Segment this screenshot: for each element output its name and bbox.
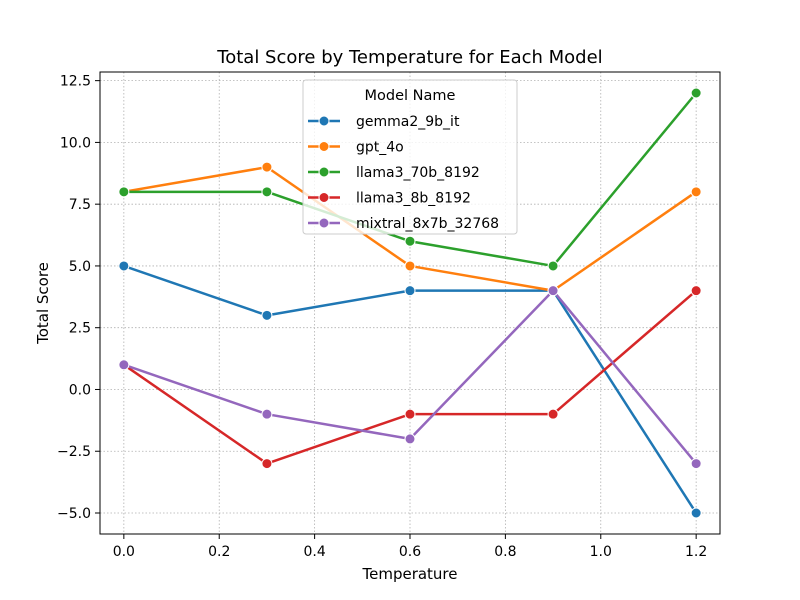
x-tick-label: 0.8 (494, 544, 516, 560)
x-tick-label: 0.0 (113, 544, 135, 560)
data-point (261, 408, 273, 420)
data-point (690, 285, 702, 297)
axis-ticks: 0.0 0.2 0.4 0.6 0.8 1.0 1.2 −5.0 −2.5 0.0 2.5 5.0 7.… (57, 74, 707, 560)
y-axis-label: Total Score (34, 262, 52, 345)
data-point (404, 235, 416, 247)
data-point (547, 408, 559, 420)
legend-label: gpt_4o (356, 140, 404, 156)
series-llama3_8b_8192 (118, 285, 702, 470)
y-tick-label: 10.0 (60, 135, 91, 151)
data-point (690, 507, 702, 519)
legend-item-llama3_70b_8192: llama3_70b_8192 (308, 165, 480, 181)
data-point (261, 186, 273, 198)
data-point (404, 260, 416, 272)
data-point (690, 87, 702, 99)
legend-marker (318, 115, 330, 127)
chart-title: Total Score by Temperature for Each Mode… (216, 47, 602, 68)
legend-item-gpt_4o: gpt_4o (308, 140, 404, 156)
plot-frame (99, 71, 721, 535)
series-gemma2_9b_it (118, 260, 702, 519)
data-point (118, 359, 130, 371)
y-tick-label: −5.0 (57, 506, 91, 522)
data-point (404, 285, 416, 297)
x-tick-label: 0.2 (208, 544, 230, 560)
y-tick-label: 7.5 (69, 197, 91, 213)
data-point (547, 285, 559, 297)
legend-marker (318, 192, 330, 203)
x-tick-label: 0.6 (399, 544, 421, 560)
legend-label: llama3_70b_8192 (356, 165, 480, 181)
series-group (118, 87, 702, 519)
data-point (261, 161, 273, 173)
data-point (118, 186, 130, 198)
data-point (404, 433, 416, 445)
data-point (261, 458, 273, 470)
legend-label: mixtral_8x7b_32768 (356, 216, 499, 232)
data-point (690, 458, 702, 470)
legend-title: Model Name (365, 88, 456, 104)
data-point (690, 186, 702, 198)
y-tick-label: 2.5 (69, 321, 91, 337)
y-tick-label: −2.5 (57, 444, 91, 460)
legend-box (302, 79, 518, 235)
y-tick-label: 0.0 (69, 382, 91, 398)
legend: Model Name gemma2_9b_it gpt_4o llama3_70b_8… (302, 79, 518, 235)
legend-item-mixtral_8x7b_32768: mixtral_8x7b_32768 (308, 216, 499, 232)
data-point (261, 309, 273, 321)
y-tick-label: 5.0 (69, 259, 91, 275)
legend-label: gemma2_9b_it (356, 114, 460, 130)
legend-marker (318, 166, 330, 178)
data-point (118, 260, 130, 272)
legend-marker (318, 217, 330, 229)
y-tick-label: 12.5 (60, 74, 91, 90)
x-tick-label: 1.0 (590, 544, 612, 560)
data-point (547, 260, 559, 272)
x-tick-label: 1.2 (685, 544, 707, 560)
legend-item-llama3_8b_8192: llama3_8b_8192 (308, 191, 471, 207)
legend-label: llama3_8b_8192 (356, 191, 471, 207)
series-mixtral_8x7b_32768 (118, 285, 702, 470)
series-llama3_70b_8192 (118, 87, 702, 272)
x-axis-label: Temperature (361, 565, 457, 583)
legend-marker (318, 141, 330, 152)
legend-item-gemma2_9b_it: gemma2_9b_it (308, 114, 460, 130)
x-tick-label: 0.4 (303, 544, 325, 560)
data-point (404, 408, 416, 420)
